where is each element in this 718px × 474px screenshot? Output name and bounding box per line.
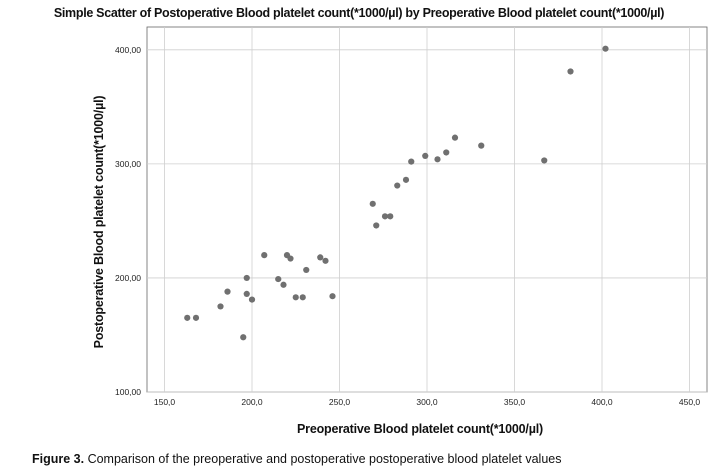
y-tick-label: 300,00 — [115, 159, 141, 169]
x-tick-label: 450,0 — [679, 397, 701, 407]
x-axis-label: Preoperative Blood platelet count(*1000/… — [297, 422, 543, 436]
data-points — [184, 45, 609, 341]
y-axis-label: Postoperative Blood platelet count(*1000… — [92, 95, 106, 349]
data-point — [224, 288, 231, 295]
data-point — [443, 149, 450, 156]
figure-caption-text: Comparison of the preoperative and posto… — [84, 452, 562, 466]
data-point — [394, 182, 401, 189]
data-point — [402, 176, 410, 183]
data-point — [451, 134, 459, 141]
data-point — [240, 334, 247, 341]
data-point — [387, 213, 394, 220]
data-point — [184, 314, 191, 321]
data-point — [243, 274, 250, 282]
y-tick-label: 400,00 — [115, 45, 141, 55]
data-point — [261, 252, 268, 259]
data-point — [292, 294, 299, 301]
data-point — [192, 314, 200, 321]
data-point — [248, 296, 256, 303]
data-point — [322, 257, 329, 264]
data-point — [602, 45, 609, 52]
figure-caption: Figure 3. Comparison of the preoperative… — [32, 452, 561, 466]
x-tick-label: 250,0 — [329, 397, 351, 407]
chart-title: Simple Scatter of Postoperative Blood pl… — [53, 6, 665, 20]
data-point — [373, 222, 380, 229]
x-tick-label: 350,0 — [504, 397, 526, 407]
data-point — [408, 158, 415, 165]
data-point — [299, 294, 306, 301]
data-point — [303, 266, 310, 274]
data-point — [567, 68, 574, 75]
data-point — [422, 152, 429, 159]
y-tick-label: 200,00 — [115, 273, 141, 283]
x-tick-label: 400,0 — [591, 397, 613, 407]
data-point — [541, 157, 548, 164]
data-point — [478, 142, 485, 149]
data-point — [434, 156, 441, 163]
data-point — [329, 293, 336, 300]
y-tick-label: 100,00 — [115, 387, 141, 397]
data-point — [275, 275, 282, 283]
data-point — [369, 200, 376, 207]
data-point — [317, 254, 324, 261]
x-tick-labels: 150,0 200,0 250,0 300,0 350,0 400,0 450,0 — [154, 397, 701, 407]
grid-lines — [147, 27, 707, 393]
x-tick-label: 150,0 — [154, 397, 176, 407]
data-point — [381, 213, 389, 220]
figure-caption-label: Figure 3. — [32, 452, 85, 466]
data-point — [287, 255, 294, 262]
data-point — [243, 290, 250, 298]
y-tick-labels: 100,00 200,00 300,00 400,00 — [115, 45, 141, 397]
data-point — [280, 281, 287, 288]
data-point — [217, 303, 224, 310]
x-tick-label: 200,0 — [241, 397, 263, 407]
x-tick-label: 300,0 — [416, 397, 438, 407]
